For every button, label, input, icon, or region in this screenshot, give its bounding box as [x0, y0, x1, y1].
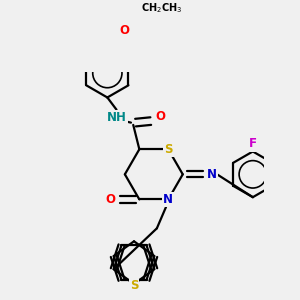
Text: O: O: [105, 193, 116, 206]
Text: N: N: [207, 168, 217, 181]
Text: CH$_2$CH$_3$: CH$_2$CH$_3$: [141, 1, 182, 14]
Text: NH: NH: [106, 111, 126, 124]
Text: S: S: [164, 143, 172, 156]
Text: F: F: [249, 137, 257, 150]
Text: O: O: [119, 24, 129, 37]
Text: N: N: [163, 193, 173, 206]
Text: S: S: [130, 279, 138, 292]
Text: O: O: [155, 110, 165, 123]
